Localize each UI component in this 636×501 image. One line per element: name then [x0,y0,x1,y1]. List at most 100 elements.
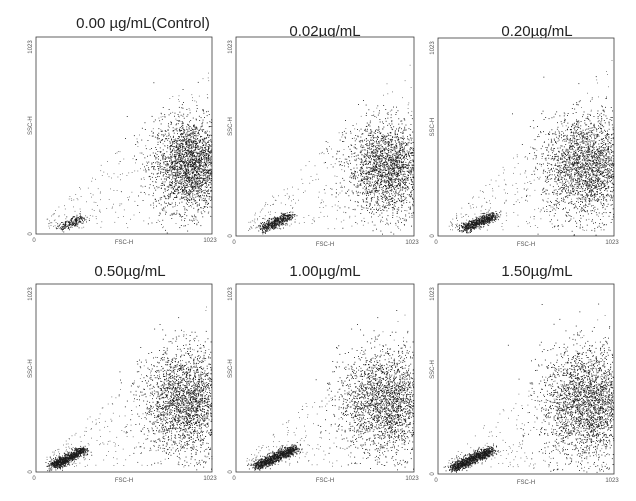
scatter-point [339,139,341,141]
scatter-point [404,159,405,161]
scatter-point [387,138,389,140]
scatter-point [363,178,365,180]
scatter-point [182,89,184,90]
scatter-point [363,181,365,183]
scatter-point [390,151,392,152]
scatter-point [403,143,405,144]
scatter-point [387,173,388,175]
scatter-point [198,195,199,197]
scatter-point [388,151,389,153]
scatter-point [386,177,388,179]
scatter-point [386,188,387,189]
scatter-point [372,153,373,155]
scatter-point [194,132,196,134]
scatter-point [203,170,205,171]
scatter-point [173,165,175,167]
scatter-point [194,149,196,151]
scatter-point [184,165,186,167]
scatter-point [389,139,391,141]
scatter-point [412,205,414,207]
scatter-point [367,145,369,147]
scatter-point [194,127,196,128]
scatter-point [170,158,172,159]
scatter-point [177,143,179,145]
scatter-point [181,177,183,179]
scatter-point [190,186,192,188]
scatter-point [205,132,207,134]
scatter-point [402,193,404,195]
scatter-point [207,177,208,179]
scatter-point [374,174,376,176]
scatter-point [399,185,401,186]
scatter-point [348,146,349,148]
scatter-point [189,141,191,143]
scatter-point [88,218,90,220]
scatter-point [266,230,268,232]
scatter-point [211,126,213,127]
scatter-point [361,158,362,160]
scatter-point [340,186,342,188]
scatter-point [366,181,368,183]
scatter-point [408,194,410,195]
scatter-point [277,216,278,218]
scatter-point [164,181,166,183]
scatter-point [393,171,395,173]
scatter-point [274,227,276,228]
scatter-point [194,174,195,176]
scatter-point [377,198,379,200]
scatter-point [377,130,379,131]
scatter-point [354,159,356,161]
scatter-point [192,168,194,169]
scatter-point [366,154,367,156]
scatter-point [197,142,199,144]
scatter-point [76,214,78,216]
scatter-point [199,168,201,170]
scatter-point [381,153,383,155]
scatter-point [188,175,190,177]
scatter-point [185,172,187,173]
scatter-point [157,151,159,152]
scatter-point [410,142,412,144]
scatter-point [204,162,206,164]
scatter-point [191,155,193,156]
scatter-point [199,160,201,162]
scatter-point [409,149,411,151]
scatter-point [175,118,177,120]
scatter-point [391,168,392,170]
scatter-point [386,179,388,181]
scatter-point [69,223,71,225]
scatter-point [388,195,390,197]
scatter-point [394,154,396,156]
scatter-point [357,205,359,207]
scatter-point [382,121,383,123]
scatter-point [197,145,199,147]
scatter-point [396,128,397,130]
scatter-point [392,163,394,165]
scatter-point [160,151,162,153]
scatter-point [259,227,261,229]
scatter-point [206,122,208,124]
scatter-point [363,100,364,101]
scatter-point [183,192,185,193]
scatter-point [383,126,385,128]
scatter-point [69,226,71,228]
scatter-point [182,161,184,162]
scatter-point [179,154,180,156]
scatter-point [186,215,188,217]
scatter-point [361,161,363,163]
scatter-point [210,187,211,189]
scatter-point [411,147,413,149]
scatter-point [145,193,146,195]
scatter-point [363,173,365,174]
scatter-point [211,172,213,174]
scatter-point [202,197,204,199]
scatter-point [193,162,195,164]
scatter-point [370,161,372,163]
scatter-point [407,177,409,179]
scatter-point [144,185,146,187]
scatter-point [355,190,357,192]
scatter-point [185,193,187,195]
scatter-point [168,138,170,139]
scatter-point [75,219,77,221]
